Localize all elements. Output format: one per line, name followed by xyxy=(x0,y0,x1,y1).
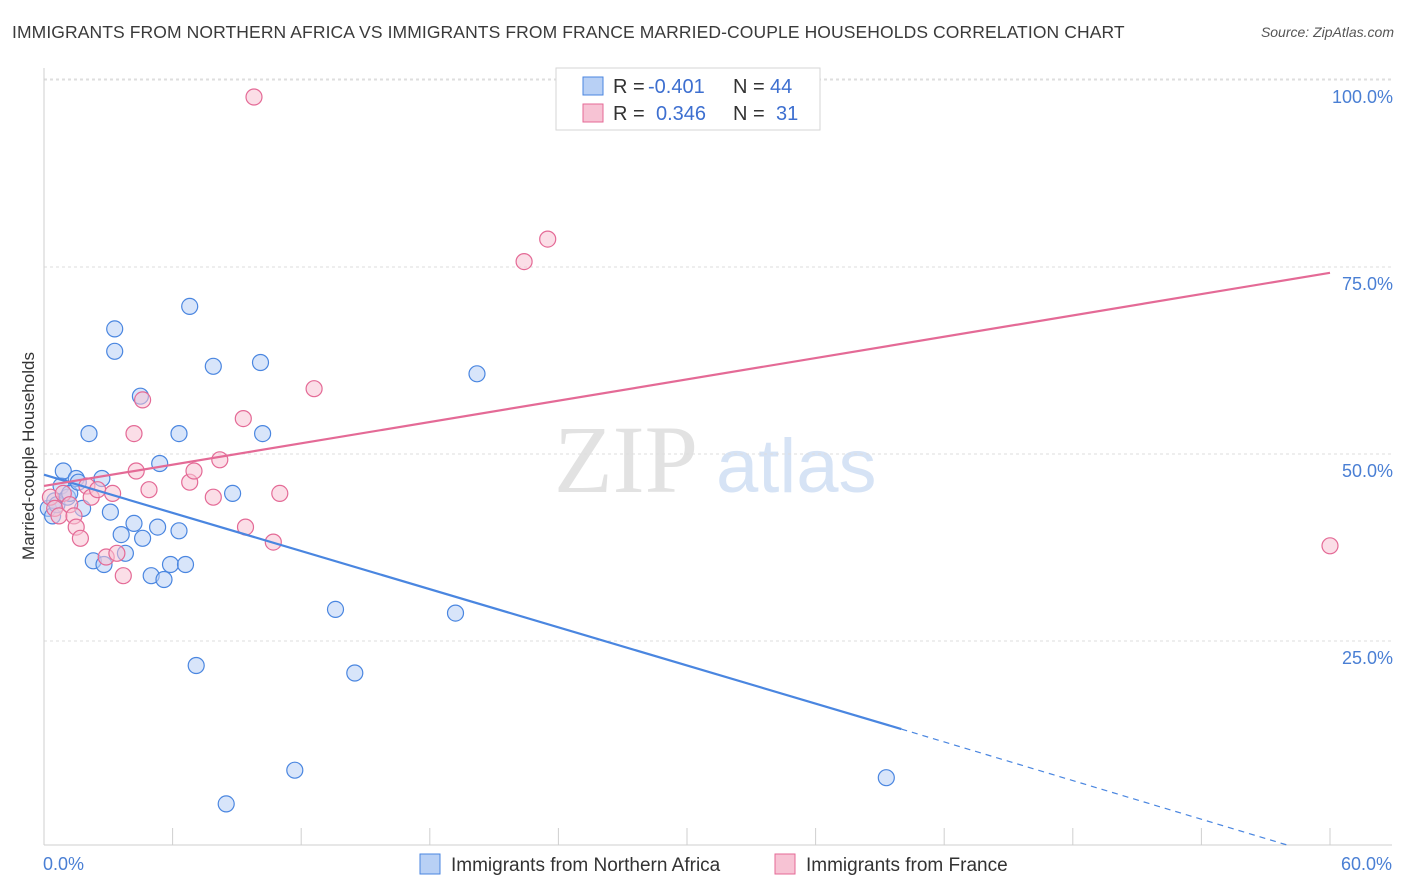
northern-africa-point-42 xyxy=(468,365,486,383)
france-trend-line xyxy=(43,271,1331,488)
correlation-legend: R = -0.401 N = 44 R = 0.346 N = 31 xyxy=(555,67,821,131)
legend-r-value-1: -0.401 xyxy=(648,76,705,98)
northern-africa-point-11 xyxy=(80,425,98,443)
france-point-32 xyxy=(1321,537,1339,555)
legend-r-value-2: 0.346 xyxy=(656,103,706,125)
legend-n-label-2: N = xyxy=(733,103,765,125)
x-axis-ticks xyxy=(172,828,1331,845)
watermark-zip: ZIP xyxy=(554,406,698,513)
gridlines xyxy=(44,78,1392,642)
northern-africa-point-43 xyxy=(877,769,895,787)
bottom-legend-label-northern-africa: Immigrants from Northern Africa xyxy=(451,855,721,876)
france-point-17 xyxy=(134,391,152,409)
northern-africa-point-40 xyxy=(346,664,364,682)
y-tick-label-50: 50.0% xyxy=(1342,461,1393,481)
france-point-20 xyxy=(185,462,203,480)
northern-africa-point-33 xyxy=(204,357,222,375)
france-point-23 xyxy=(234,410,252,428)
series-legend: Immigrants from Northern Africa Immigran… xyxy=(419,853,1008,876)
legend-swatch-pink xyxy=(582,103,604,123)
northern-africa-point-31 xyxy=(181,297,199,315)
france-point-13 xyxy=(108,544,126,562)
france-point-7 xyxy=(71,529,90,547)
bottom-legend-swatch-blue xyxy=(419,853,441,875)
y-tick-labels: 25.0% 50.0% 75.0% 100.0% xyxy=(1332,87,1393,668)
northern-africa-point-20 xyxy=(125,514,143,533)
bottom-legend-swatch-pink xyxy=(774,853,796,875)
legend-swatch-blue xyxy=(582,76,604,96)
northern-africa-point-27 xyxy=(161,555,180,574)
northern-africa-point-5 xyxy=(54,462,72,480)
legend-r-label-1: R = xyxy=(613,76,645,98)
series-northern-africa-points xyxy=(39,297,895,813)
legend-r-label-2: R = xyxy=(613,103,645,125)
france-point-27 xyxy=(271,484,289,502)
legend-n-value-2: 31 xyxy=(776,103,798,125)
bottom-legend-label-france: Immigrants from France xyxy=(806,855,1008,876)
northern-africa-trend-line xyxy=(43,473,902,731)
x-tick-label-min: 0.0% xyxy=(43,854,84,874)
france-point-29 xyxy=(515,253,533,271)
northern-africa-point-29 xyxy=(170,522,188,540)
france-point-21 xyxy=(204,488,222,506)
northern-africa-point-39 xyxy=(326,600,345,619)
legend-n-value-1: 44 xyxy=(770,76,792,98)
x-tick-label-max: 60.0% xyxy=(1341,854,1392,874)
northern-africa-point-26 xyxy=(155,570,173,589)
france-point-28 xyxy=(305,380,323,398)
northern-africa-point-25 xyxy=(151,454,169,473)
northern-africa-point-41 xyxy=(446,604,465,622)
northern-africa-point-30 xyxy=(176,555,195,574)
northern-africa-point-32 xyxy=(187,656,205,675)
northern-africa-point-38 xyxy=(286,761,304,779)
trend-lines xyxy=(43,271,1331,846)
northern-africa-point-35 xyxy=(224,484,242,502)
france-point-30 xyxy=(539,230,557,248)
y-axis-label: Married-couple Households xyxy=(19,352,38,560)
northern-africa-point-18 xyxy=(112,525,130,544)
france-point-15 xyxy=(125,425,143,443)
france-point-25 xyxy=(245,88,263,106)
northern-africa-trend-extension xyxy=(901,728,1288,846)
northern-africa-point-15 xyxy=(101,503,120,521)
northern-africa-point-28 xyxy=(170,425,188,443)
chart-title: IMMIGRANTS FROM NORTHERN AFRICA VS IMMIG… xyxy=(12,22,1125,42)
northern-africa-point-24 xyxy=(149,518,167,536)
northern-africa-point-37 xyxy=(254,425,272,443)
northern-africa-point-16 xyxy=(106,320,124,338)
y-tick-label-100: 100.0% xyxy=(1332,87,1393,107)
source-label: Source: ZipAtlas.com xyxy=(1260,24,1394,40)
northern-africa-point-17 xyxy=(106,342,124,360)
watermark: ZIP atlas xyxy=(554,406,877,513)
northern-africa-point-34 xyxy=(217,795,235,813)
y-tick-label-75: 75.0% xyxy=(1342,274,1393,294)
y-tick-label-25: 25.0% xyxy=(1342,648,1393,668)
legend-n-label-1: N = xyxy=(733,76,765,98)
france-point-18 xyxy=(140,481,158,499)
northern-africa-point-36 xyxy=(251,353,270,372)
france-point-14 xyxy=(114,567,132,585)
france-point-22 xyxy=(211,451,229,469)
watermark-atlas: atlas xyxy=(716,424,877,509)
northern-africa-point-22 xyxy=(134,529,152,547)
